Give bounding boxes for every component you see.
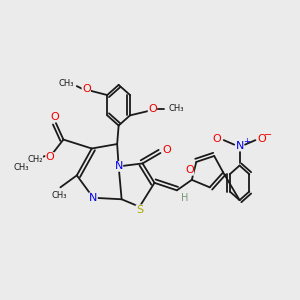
Text: O: O (82, 84, 91, 94)
Text: N: N (115, 161, 123, 171)
Text: O: O (258, 134, 266, 144)
Text: CH₃: CH₃ (13, 164, 29, 172)
Text: O: O (50, 112, 59, 122)
Text: CH₃: CH₃ (51, 191, 67, 200)
Text: N: N (236, 141, 244, 151)
Text: −: − (264, 130, 272, 140)
Text: CH₃: CH₃ (59, 79, 74, 88)
Text: O: O (46, 152, 54, 163)
Text: O: O (185, 165, 194, 175)
Text: CH₃: CH₃ (169, 104, 184, 113)
Text: O: O (163, 145, 171, 155)
Text: N: N (89, 193, 98, 203)
Text: O: O (148, 104, 157, 114)
Text: O: O (212, 134, 221, 144)
Text: H: H (181, 193, 188, 203)
Text: S: S (136, 205, 143, 215)
Text: CH₂: CH₂ (27, 155, 43, 164)
Text: +: + (243, 137, 250, 146)
